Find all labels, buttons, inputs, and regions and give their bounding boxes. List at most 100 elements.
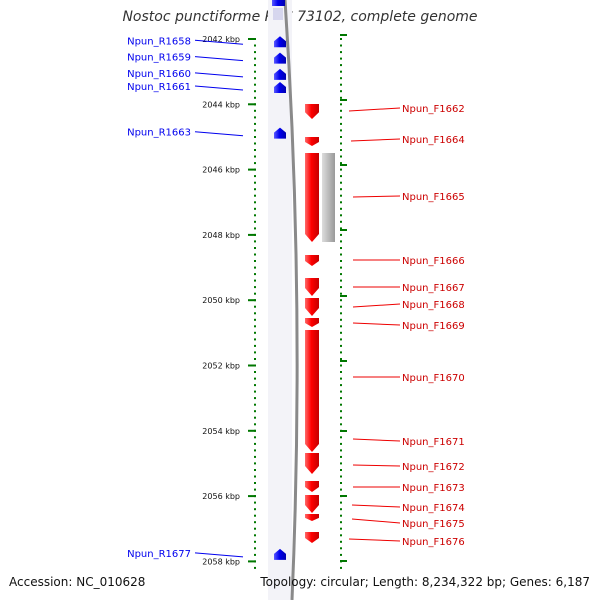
forward-gene-leader [352, 322, 401, 326]
minor-tick [340, 462, 342, 465]
major-tick [340, 560, 347, 562]
minor-tick [254, 77, 256, 80]
minor-tick [340, 501, 342, 504]
minor-tick [340, 116, 342, 119]
forward-gene-leader [352, 438, 401, 442]
minor-tick [340, 136, 342, 138]
minor-tick [340, 168, 342, 171]
forward-gene-leader [348, 538, 401, 542]
minor-tick [254, 122, 256, 125]
minor-tick [340, 292, 342, 295]
minor-tick [340, 90, 342, 93]
major-tick [340, 360, 347, 362]
minor-tick [340, 469, 342, 471]
minor-tick [254, 188, 256, 191]
minor-tick [340, 416, 342, 419]
scale-tick-label: 2046 kbp [202, 166, 240, 175]
minor-tick [340, 149, 342, 151]
major-tick [340, 99, 347, 101]
minor-tick [340, 547, 342, 550]
minor-tick [340, 247, 342, 249]
minor-tick [340, 358, 342, 360]
minor-tick [340, 397, 342, 400]
reverse-gene-label: Npun_R1659 [127, 53, 191, 64]
minor-tick [340, 64, 342, 67]
minor-tick [340, 534, 342, 537]
scale-tick-label: 2058 kbp [202, 557, 240, 566]
minor-tick [254, 292, 256, 295]
forward-gene-leader [352, 195, 401, 198]
reverse-gene-leader [194, 56, 244, 62]
minor-tick [254, 155, 256, 158]
forward-gene-label: Npun_F1666 [402, 256, 465, 267]
minor-tick [254, 253, 256, 256]
forward-gene-label: Npun_F1664 [402, 135, 465, 146]
minor-tick [340, 325, 342, 328]
minor-tick [254, 508, 256, 511]
minor-tick [340, 51, 342, 54]
genome-backbone [283, 0, 299, 600]
minor-tick [340, 188, 342, 191]
minor-tick [254, 344, 256, 347]
major-tick [248, 38, 256, 40]
reverse-gene-label: Npun_R1661 [127, 82, 191, 93]
forward-gene-arrow [305, 278, 319, 296]
forward-gene-arrow [305, 481, 319, 492]
major-tick [248, 364, 256, 367]
forward-gene-label: Npun_F1676 [402, 537, 465, 548]
reverse-gene-leader [194, 131, 244, 137]
minor-tick [340, 122, 342, 125]
reverse-gene-leader [194, 72, 244, 78]
minor-tick [254, 109, 256, 112]
forward-gene-leader [348, 107, 401, 112]
minor-tick [340, 508, 342, 511]
forward-gene-arrow [305, 532, 319, 543]
minor-tick [254, 207, 256, 210]
minor-tick [340, 77, 342, 80]
minor-tick [254, 70, 256, 73]
minor-tick [340, 38, 342, 40]
minor-tick [254, 416, 256, 419]
forward-gene-arrow [305, 255, 319, 266]
forward-gene-label: Npun_F1667 [402, 283, 465, 294]
forward-gene-label: Npun_F1670 [402, 373, 465, 384]
reverse-gene-arrow [274, 52, 286, 64]
forward-gene-arrow [305, 137, 319, 146]
minor-tick [254, 136, 256, 138]
minor-tick [340, 155, 342, 158]
minor-tick [340, 220, 342, 223]
forward-gene-label: Npun_F1672 [402, 462, 465, 473]
gray-feature [322, 153, 335, 242]
minor-tick [340, 253, 342, 256]
minor-tick [254, 220, 256, 223]
scale-tick-label: 2054 kbp [202, 427, 240, 436]
minor-tick [254, 44, 256, 47]
major-tick [340, 295, 347, 297]
scale-tick-label: 2042 kbp [202, 35, 240, 44]
minor-tick [254, 273, 256, 276]
minor-tick [254, 351, 256, 354]
minor-tick [254, 305, 256, 308]
minor-tick [340, 344, 342, 347]
minor-tick [340, 214, 342, 217]
minor-tick [340, 201, 342, 204]
reverse-gene-label: Npun_R1660 [127, 69, 191, 80]
minor-tick [254, 129, 256, 132]
forward-gene-leader [352, 303, 401, 308]
minor-tick [340, 384, 342, 387]
minor-tick [340, 338, 342, 341]
minor-tick [254, 540, 256, 543]
minor-tick [340, 109, 342, 112]
minor-tick [254, 462, 256, 465]
minor-tick [340, 423, 342, 426]
minor-tick [340, 96, 342, 99]
accession-text: Accession: NC_010628 [9, 575, 146, 589]
minor-tick [254, 227, 256, 230]
major-tick [340, 164, 347, 166]
reverse-gene-arrow [274, 36, 286, 48]
minor-tick [340, 488, 342, 491]
map-title: Nostoc punctiforme PCC 73102, complete g… [122, 9, 478, 25]
minor-tick [340, 279, 342, 282]
minor-tick [254, 338, 256, 341]
